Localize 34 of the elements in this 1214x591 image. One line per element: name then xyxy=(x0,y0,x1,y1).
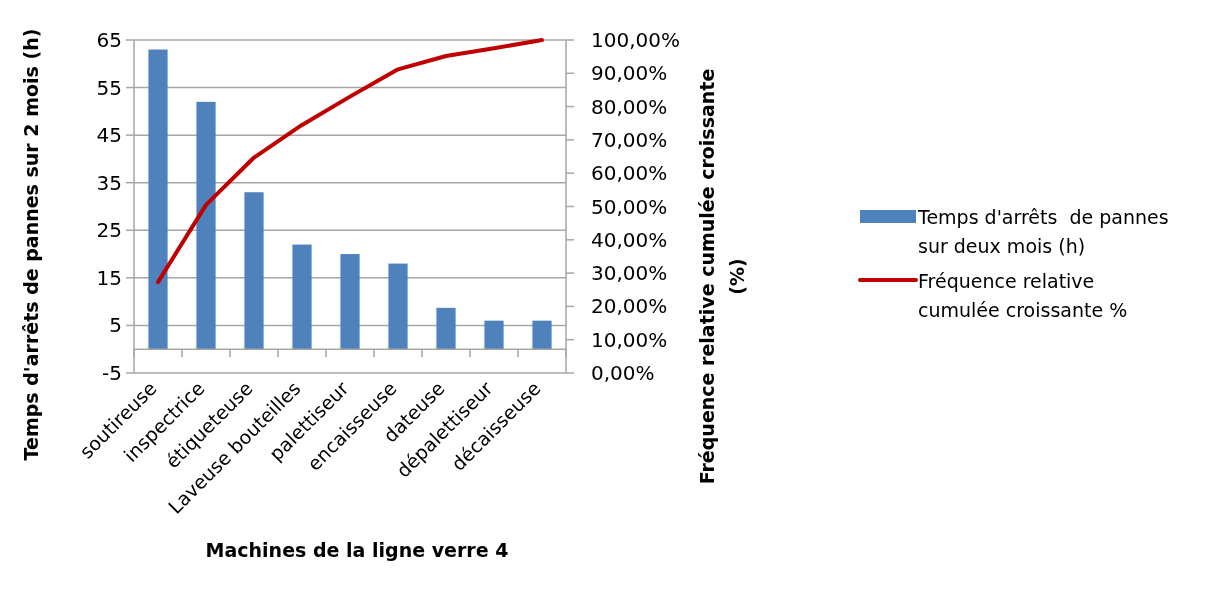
y2-tick-label: 40,00% xyxy=(591,227,668,252)
bar xyxy=(196,101,216,350)
y-tick-label: 35 xyxy=(96,170,122,195)
y2-tick-label: 90,00% xyxy=(591,61,668,86)
bar xyxy=(292,244,312,350)
y-tick-label: 5 xyxy=(109,313,122,338)
y2-tick-label: 50,00% xyxy=(591,194,668,219)
y-tick-label: 15 xyxy=(96,265,122,290)
bar xyxy=(532,320,552,350)
y2-axis-title: Fréquence relative cumulée croissante (%) xyxy=(696,68,748,485)
legend-label: Temps d'arrêts de pannes sur deux mois (h) xyxy=(917,206,1169,257)
y-tick-label: 55 xyxy=(96,75,122,100)
bar xyxy=(484,320,504,350)
x-axis-title: Machines de la ligne verre 4 xyxy=(205,539,509,561)
y-axis-title: Temps d'arrêts de pannes sur 2 mois (h) xyxy=(20,28,42,461)
y2-tick-label: 30,00% xyxy=(591,261,668,286)
y-tick-label: -5 xyxy=(102,361,122,385)
bar xyxy=(244,192,264,350)
bar xyxy=(436,307,456,350)
y-tick-label: 25 xyxy=(96,218,122,243)
y-tick-label: 65 xyxy=(96,28,122,52)
bar xyxy=(340,254,360,350)
y2-tick-label: 60,00% xyxy=(591,161,668,186)
y2-tick-label: 0,00% xyxy=(591,361,655,385)
y2-tick-label: 80,00% xyxy=(591,94,668,119)
y2-tick-label: 20,00% xyxy=(591,294,668,319)
bar xyxy=(148,49,168,350)
bar xyxy=(388,263,408,350)
line-series xyxy=(156,38,544,285)
y2-tick-label: 10,00% xyxy=(591,327,668,352)
y2-tick-label: 100,00% xyxy=(591,28,680,52)
y-tick-label: 45 xyxy=(96,123,122,148)
legend-label: Fréquence relative cumulée croissante % xyxy=(918,270,1128,321)
y2-tick-label: 70,00% xyxy=(591,127,668,152)
